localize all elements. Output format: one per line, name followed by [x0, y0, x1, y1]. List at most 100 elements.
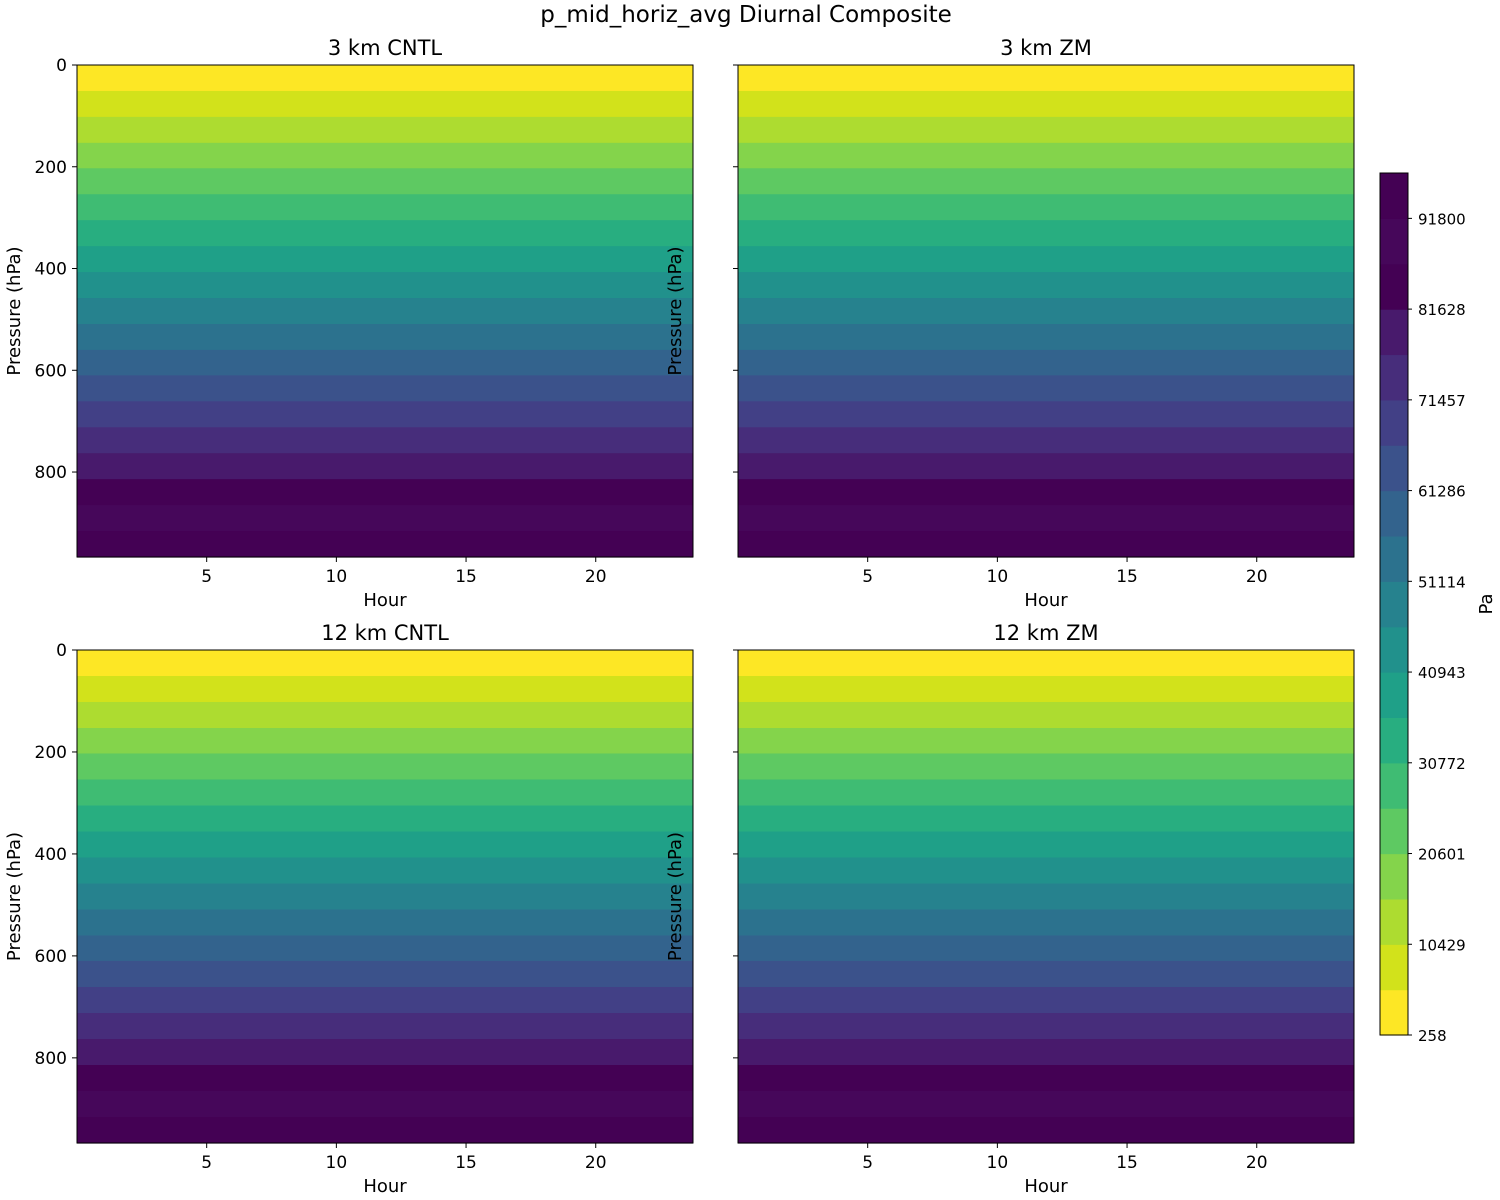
- contour-band-0: [77, 650, 693, 677]
- y-tick-label: 200: [35, 743, 67, 763]
- contour-band-17: [738, 1091, 1354, 1118]
- colorbar-tick-label: 51114: [1418, 573, 1466, 591]
- colorbar-label: Pa: [1476, 593, 1497, 614]
- colorbar-tick-label: 10429: [1418, 936, 1466, 954]
- contour-band-9: [738, 883, 1354, 911]
- y-tick-label: 800: [35, 463, 67, 483]
- x-tick-label: 10: [326, 1153, 348, 1173]
- x-tick-label: 15: [455, 1153, 477, 1173]
- contour-band-14: [77, 427, 693, 454]
- panel-title: 12 km CNTL: [321, 621, 449, 645]
- contour-band-18: [738, 1117, 1354, 1144]
- x-tick-label: 15: [455, 567, 477, 587]
- x-tick-label: 10: [987, 1153, 1009, 1173]
- contour-band-15: [77, 453, 693, 480]
- contour-band-8: [738, 857, 1354, 885]
- contour-band-7: [77, 831, 693, 859]
- y-tick-label: 0: [56, 56, 67, 76]
- contour-band-12: [738, 960, 1354, 988]
- contour-band-15: [738, 1039, 1354, 1066]
- contour-band-16: [77, 479, 693, 506]
- x-axis-label: Hour: [1024, 590, 1068, 611]
- colorbar-tick-label: 71457: [1418, 392, 1466, 410]
- panel-1: 3 km ZM 5 10 15 20 Hour Pressure (hPa): [665, 36, 1355, 611]
- contour-band-11: [77, 935, 693, 962]
- contour-band-6: [77, 220, 693, 247]
- contour-band-12: [77, 375, 693, 402]
- contour-band-10: [738, 909, 1354, 937]
- y-tick-label: 0: [56, 641, 67, 661]
- x-tick-label: 20: [585, 567, 607, 587]
- contour-band-0: [77, 65, 693, 92]
- contour-band-5: [77, 779, 693, 807]
- contour-band-7: [77, 246, 693, 273]
- y-axis-label: Pressure (hPa): [665, 246, 686, 375]
- contour-band-9: [77, 298, 693, 325]
- colorbar-segment-6: [1380, 717, 1408, 764]
- x-tick-label: 5: [201, 567, 212, 587]
- colorbar-segment-13: [1380, 399, 1408, 446]
- y-tick-label: 400: [35, 845, 67, 865]
- contour-band-16: [77, 1065, 693, 1092]
- contour-band-18: [77, 1117, 693, 1144]
- contour-band-3: [77, 142, 693, 169]
- contour-band-1: [77, 90, 693, 118]
- contour-band-3: [77, 728, 693, 755]
- colorbar-segment-4: [1380, 808, 1408, 855]
- colorbar-segment-16: [1380, 263, 1408, 310]
- contour-band-10: [738, 323, 1354, 351]
- figure-title: p_mid_horiz_avg Diurnal Composite: [540, 2, 952, 28]
- y-tick-label: 600: [35, 361, 67, 381]
- contour-band-17: [77, 1091, 693, 1118]
- x-tick-label: 5: [862, 567, 873, 587]
- contour-band-8: [77, 272, 693, 299]
- contour-band-10: [77, 323, 693, 351]
- contour-band-13: [77, 401, 693, 428]
- contour-band-12: [738, 375, 1354, 402]
- contour-band-11: [77, 349, 693, 376]
- axes-frame: [737, 64, 1355, 558]
- colorbar-frame: [1379, 172, 1409, 1036]
- contour-band-2: [738, 702, 1354, 729]
- contour-band-6: [738, 805, 1354, 833]
- contour-band-1: [77, 676, 693, 703]
- x-tick-label: 10: [326, 567, 348, 587]
- colorbar-tick-label: 81628: [1418, 301, 1466, 319]
- contour-band-1: [738, 90, 1354, 118]
- panel-title: 3 km CNTL: [328, 36, 443, 60]
- panel-2: 12 km CNTL 5 10 15 20 Hour 0 200 400 600 800 Pressu…: [4, 621, 694, 1197]
- axes-frame: [76, 64, 694, 558]
- y-axis-label: Pressure (hPa): [4, 832, 25, 961]
- contour-band-6: [738, 220, 1354, 247]
- x-tick-label: 15: [1116, 1153, 1138, 1173]
- colorbar-segment-3: [1380, 853, 1408, 900]
- contour-band-5: [738, 779, 1354, 807]
- contour-band-9: [77, 883, 693, 911]
- colorbar-segment-0: [1380, 989, 1408, 1036]
- contour-band-18: [77, 531, 693, 558]
- colorbar-segment-8: [1380, 626, 1408, 673]
- x-tick-label: 20: [1246, 1153, 1268, 1173]
- x-axis-label: Hour: [363, 1176, 407, 1197]
- x-tick-label: 20: [585, 1153, 607, 1173]
- panel-0: 3 km CNTL 5 10 15 20 Hour 0 200 400 600 800 Pressur…: [4, 36, 694, 611]
- colorbar-tick-label: 40943: [1418, 664, 1466, 682]
- contour-band-15: [77, 1039, 693, 1066]
- contour-band-3: [738, 728, 1354, 755]
- panel-title: 12 km ZM: [993, 621, 1098, 645]
- contour-band-11: [738, 349, 1354, 376]
- contour-band-2: [77, 116, 693, 144]
- colorbar-segment-7: [1380, 672, 1408, 719]
- colorbar-segment-5: [1380, 762, 1408, 809]
- contour-band-4: [77, 753, 693, 781]
- contour-band-17: [77, 505, 693, 532]
- contour-band-5: [738, 194, 1354, 221]
- contour-band-8: [77, 857, 693, 885]
- contour-band-7: [738, 831, 1354, 859]
- colorbar-tick-label: 20601: [1418, 846, 1466, 864]
- contour-band-8: [738, 272, 1354, 299]
- y-axis-label: Pressure (hPa): [4, 246, 25, 375]
- contour-band-12: [77, 960, 693, 988]
- contour-band-13: [77, 986, 693, 1014]
